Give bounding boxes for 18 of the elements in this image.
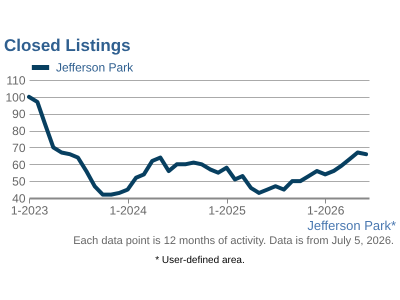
legend-label: Jefferson Park <box>56 60 134 74</box>
text: Each data point is 12 months of activity. Data is from July 5, 2026. <box>72 235 395 247</box>
x-tick-label: 1-2026 <box>307 204 345 218</box>
text: * User-defined area. <box>154 255 246 266</box>
x-tick-label: 1-2024 <box>109 204 148 218</box>
x-tick-label: 1-2025 <box>208 204 246 218</box>
line-series <box>27 94 368 197</box>
chart-title: Closed Listings <box>3 35 132 56</box>
y-tick-label: 90 <box>12 107 26 122</box>
x-tick-label: 1-2023 <box>10 204 49 218</box>
y-tick-label: 40 <box>12 192 26 206</box>
y-tick-label: 100 <box>5 90 26 104</box>
y-tick-label: 80 <box>12 124 26 138</box>
y-tick-label: 50 <box>12 174 26 189</box>
y-tick-label: 110 <box>6 74 26 88</box>
y-tick-label: 70 <box>12 140 26 155</box>
text: Jefferson Park* <box>306 218 397 233</box>
y-tick-label: 60 <box>12 158 26 172</box>
